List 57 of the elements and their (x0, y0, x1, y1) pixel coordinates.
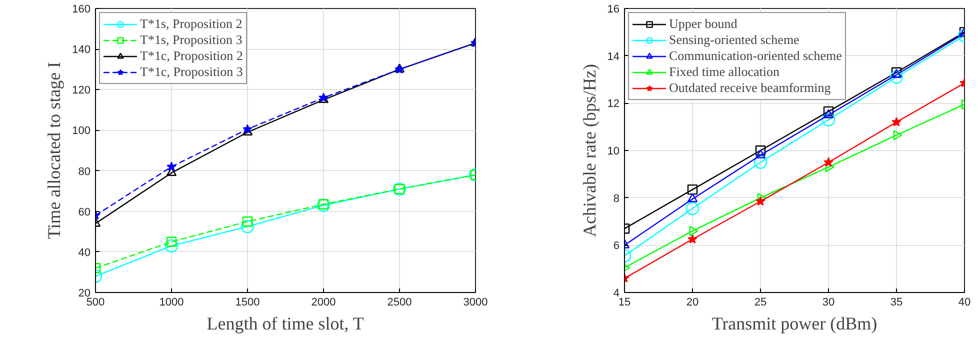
x-tick-label: 40 (958, 296, 971, 308)
point (240, 220, 254, 234)
x-tick-label: 2500 (387, 296, 412, 308)
legend-label: T*1c, Proposition 2 (140, 48, 243, 64)
y-tick-label: 14 (607, 50, 620, 63)
point (164, 239, 178, 252)
y-tick-label: 140 (72, 44, 91, 56)
y-tick-label: 60 (78, 206, 91, 218)
legend-label: Sensing-oriented scheme (669, 32, 800, 48)
legend-label: Upper bound (669, 16, 738, 32)
point (823, 109, 834, 118)
legend-label: Communication-oriented scheme (669, 48, 842, 64)
x-tick-label: 1000 (159, 296, 184, 308)
x-tick-label: 20 (686, 296, 699, 308)
y-tick-label: 40 (78, 246, 91, 259)
y-tick-label: 16 (607, 4, 620, 16)
point (166, 236, 177, 247)
point (689, 226, 698, 236)
point (318, 199, 329, 210)
point (824, 157, 834, 167)
y-tick-label: 10 (607, 146, 620, 158)
x-tick-label: 2000 (311, 296, 336, 308)
y-tick-label: 160 (72, 4, 91, 16)
x-tick-label: 15 (618, 296, 631, 308)
point (823, 106, 834, 117)
point (754, 156, 768, 169)
x-axis-title: Length of time slot, T (206, 314, 364, 334)
point (755, 145, 766, 156)
y-tick-label: 100 (72, 125, 91, 138)
legend-label: T*1c, Proposition 3 (140, 64, 243, 80)
x-tick-label: 30 (822, 296, 835, 308)
x-tick-label: 500 (86, 296, 105, 308)
y-tick-label: 6 (613, 240, 620, 252)
point (755, 149, 766, 158)
y-tick-label: 8 (613, 192, 620, 205)
point (242, 216, 253, 227)
y-tick-label: 120 (72, 84, 91, 97)
legend-label: T*1s, Proposition 2 (140, 16, 242, 32)
point (756, 196, 766, 206)
y-tick-label: 12 (607, 98, 620, 110)
legend-label: Fixed time allocation (669, 64, 780, 80)
point (316, 198, 330, 212)
x-tick-label: 25 (754, 296, 767, 308)
y-axis-title: Time allocated to stage I (44, 62, 64, 240)
x-tick-label: 1500 (235, 296, 260, 308)
y-tick-label: 80 (78, 166, 91, 178)
legend-label: T*1s, Proposition 3 (140, 32, 242, 48)
y-tick-label: 4 (613, 288, 620, 300)
x-axis-title: Transmit power (dBm) (712, 314, 878, 334)
y-axis-title: Achivable rate (bps/Hz) (579, 64, 600, 237)
point (892, 117, 902, 126)
point (166, 162, 176, 171)
legend-label: Outdated receive beamforming (669, 80, 831, 96)
point (890, 70, 904, 84)
x-tick-label: 3000 (463, 296, 488, 308)
point (822, 113, 836, 126)
x-tick-label: 35 (890, 296, 903, 308)
